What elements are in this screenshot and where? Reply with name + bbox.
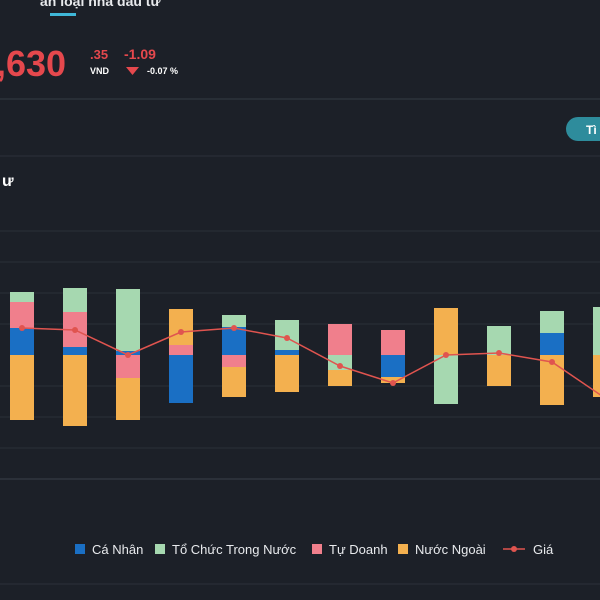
down-arrow [126, 67, 139, 75]
currency: VND [90, 66, 110, 76]
price-decimals: .35 [90, 47, 108, 62]
price-point [125, 352, 131, 358]
price-point [19, 325, 25, 331]
legend-label: Cá Nhân [92, 542, 143, 557]
bar-segment [328, 324, 352, 355]
price-point [496, 350, 502, 356]
legend-label: Nước Ngoài [415, 542, 486, 557]
legend-dot [511, 546, 517, 552]
bar-segment [275, 355, 299, 392]
bar-segment [10, 292, 34, 302]
price-point [549, 359, 555, 365]
bar-segment [169, 345, 193, 355]
bar-segment [10, 328, 34, 355]
bar-segment [328, 355, 352, 370]
bar-segment [275, 350, 299, 355]
bar-segment [116, 355, 140, 378]
bar-segment [222, 367, 246, 397]
bar-segment [540, 311, 564, 333]
bar-segment [593, 307, 600, 355]
bar-segment [381, 355, 405, 377]
bar-segment [116, 378, 140, 420]
bar-segment [381, 330, 405, 355]
tab-underline [50, 13, 76, 16]
price-point [72, 327, 78, 333]
bar-segment [222, 327, 246, 355]
button-label[interactable]: Tì [586, 123, 597, 137]
change-percent: -0.07 % [147, 66, 178, 76]
chart-title: ư [2, 173, 14, 190]
price-point [231, 325, 237, 331]
legend: Cá Nhân Tổ Chức Trong Nước Tự Doanh Nước Ng… [75, 542, 554, 557]
bar-segment [116, 289, 140, 351]
change: -1.09 [124, 46, 156, 62]
bar-segment [328, 370, 352, 386]
legend-swatch [75, 544, 85, 554]
button[interactable] [566, 117, 600, 141]
bar-segment [10, 355, 34, 420]
tab-label[interactable]: ân loại nhà đầu tư [40, 0, 161, 9]
price: ,630 [0, 43, 66, 84]
price-point [390, 380, 396, 386]
bar-segment [169, 309, 193, 345]
bar-segment [169, 355, 193, 403]
bar-segment [10, 302, 34, 328]
bar-segment [63, 355, 87, 426]
bar-segment [540, 333, 564, 355]
price-point [443, 352, 449, 358]
legend-swatch [155, 544, 165, 554]
bar-segment [63, 347, 87, 355]
legend-swatch [398, 544, 408, 554]
bar-segment [434, 355, 458, 404]
legend-label: Tổ Chức Trong Nước [172, 542, 297, 557]
bar-segment [63, 288, 87, 312]
bar-segment [593, 355, 600, 397]
price-line [21, 327, 600, 396]
bar-segment [222, 315, 246, 327]
bar-segment [434, 308, 458, 355]
price-point [178, 329, 184, 335]
legend-swatch [312, 544, 322, 554]
price-point [284, 335, 290, 341]
bar-segment [487, 355, 511, 386]
plot [0, 230, 600, 449]
bar-segment [222, 355, 246, 367]
legend-label: Tự Doanh [329, 542, 388, 557]
legend-label: Giá [533, 542, 554, 557]
price-point [337, 363, 343, 369]
